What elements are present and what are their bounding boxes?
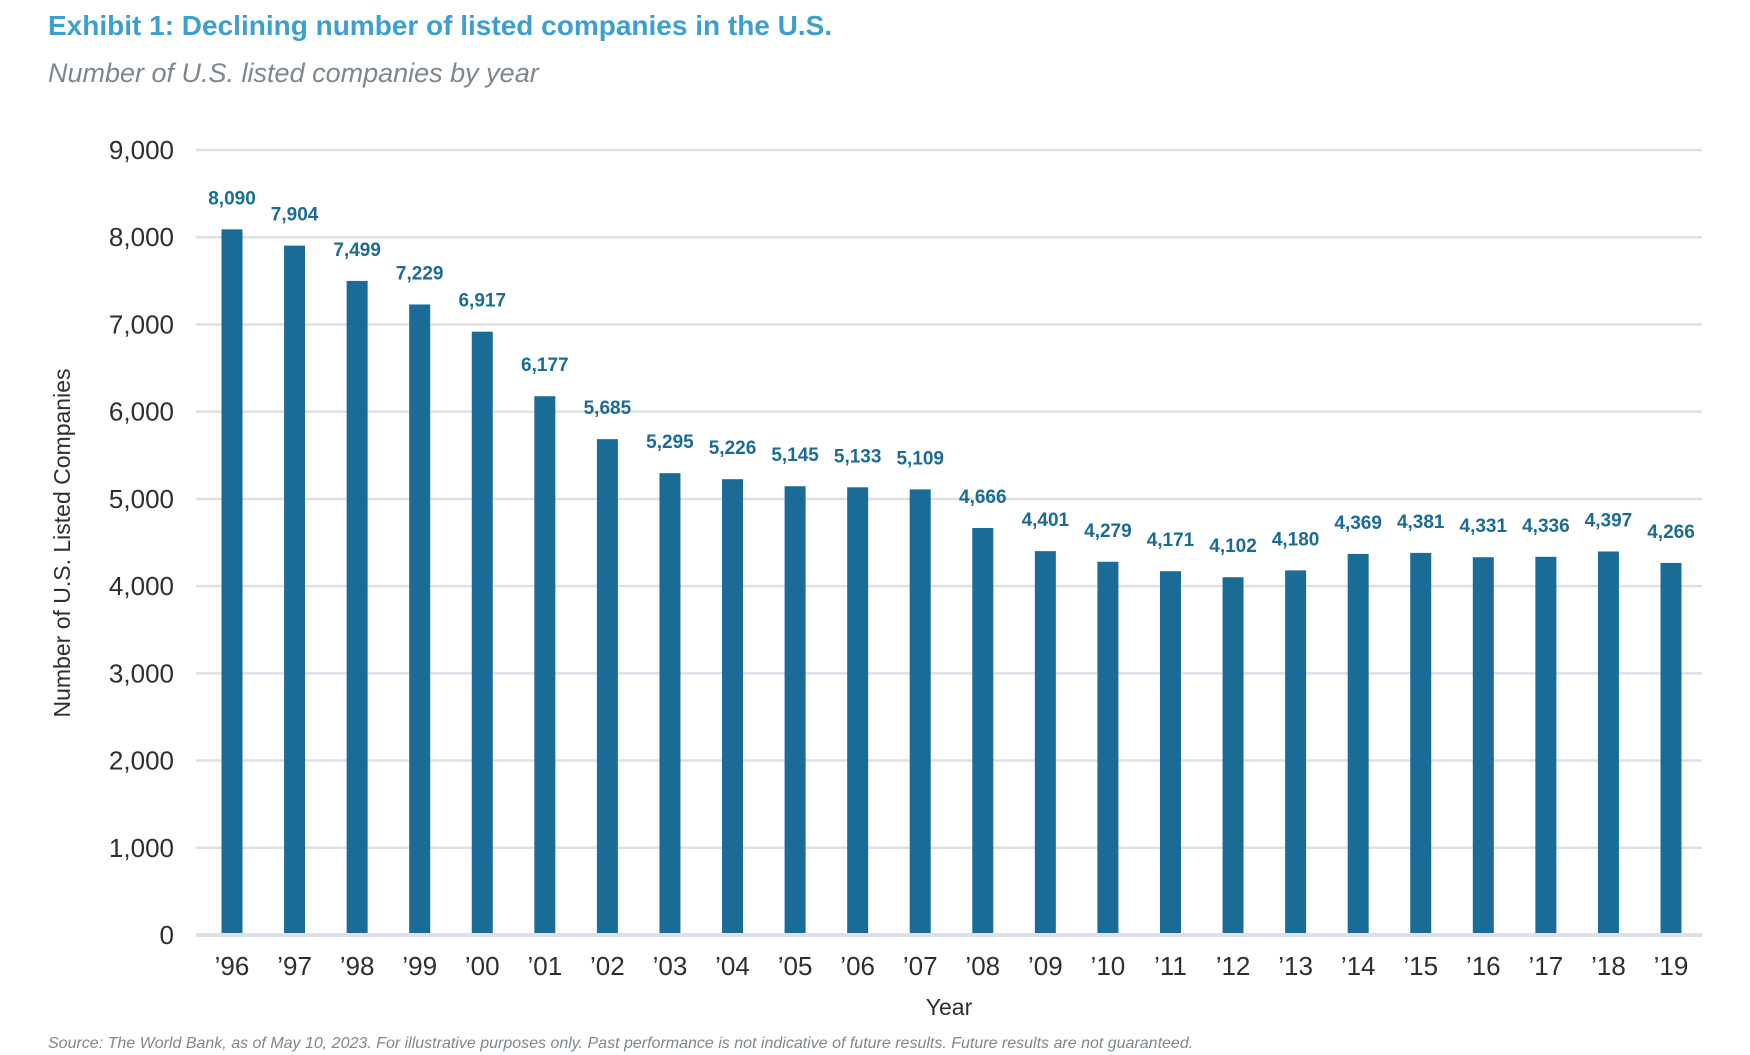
bar bbox=[1159, 571, 1181, 933]
data-label: 4,171 bbox=[1147, 530, 1195, 551]
data-label: 4,666 bbox=[959, 487, 1007, 508]
bar bbox=[1097, 561, 1119, 933]
bar bbox=[471, 331, 493, 933]
data-label: 4,381 bbox=[1397, 512, 1445, 533]
x-tick-label: ’15 bbox=[1403, 951, 1438, 981]
data-label: 4,369 bbox=[1334, 513, 1382, 534]
data-label: 6,917 bbox=[458, 291, 506, 312]
bar bbox=[1535, 556, 1557, 933]
x-axis-title: Year bbox=[926, 994, 973, 1020]
bar bbox=[659, 473, 681, 933]
bar bbox=[1347, 553, 1369, 933]
source-note: Source: The World Bank, as of May 10, 20… bbox=[48, 1035, 1193, 1052]
bar bbox=[1597, 551, 1619, 933]
bar bbox=[221, 229, 243, 934]
bar bbox=[409, 304, 431, 933]
bar bbox=[1660, 562, 1682, 933]
bar bbox=[722, 479, 744, 933]
y-tick-label: 6,000 bbox=[109, 397, 174, 427]
x-tick-label: ’17 bbox=[1529, 951, 1564, 981]
data-label: 4,336 bbox=[1522, 516, 1570, 537]
x-tick-label: ’16 bbox=[1466, 951, 1501, 981]
chart-title: Exhibit 1: Declining number of listed co… bbox=[48, 10, 832, 41]
data-label: 7,904 bbox=[271, 205, 319, 226]
gridlines bbox=[196, 148, 1702, 937]
x-tick-label: ’00 bbox=[465, 951, 500, 981]
y-tick-label: 2,000 bbox=[109, 746, 174, 776]
y-tick-label: 9,000 bbox=[109, 135, 174, 165]
data-label: 4,279 bbox=[1084, 521, 1132, 542]
x-tick-label: ’07 bbox=[903, 951, 938, 981]
data-label: 5,109 bbox=[896, 448, 944, 469]
x-tick-label: ’09 bbox=[1028, 951, 1063, 981]
data-label: 7,499 bbox=[333, 240, 381, 261]
x-tick-label: ’12 bbox=[1216, 951, 1251, 981]
bar bbox=[534, 396, 556, 933]
data-labels: 8,090 7,904 7,499 7,229 6,917 6,177 5,685 5,295… bbox=[208, 188, 1695, 557]
y-tick-label: 7,000 bbox=[109, 309, 174, 339]
x-tick-label: ’04 bbox=[715, 951, 750, 981]
data-label: 4,102 bbox=[1209, 536, 1257, 557]
data-label: 5,226 bbox=[709, 438, 757, 459]
data-label: 6,177 bbox=[521, 355, 569, 376]
x-axis-ticks: ’96 ’97 ’98 ’99 ’00 ’01 ’02 ’03 ’04 ’05 ’06 ’07 ’08 ’… bbox=[215, 951, 1689, 981]
y-tick-label: 0 bbox=[160, 920, 174, 950]
y-axis-title: Number of U.S. Listed Companies bbox=[49, 369, 75, 718]
x-tick-label: ’06 bbox=[840, 951, 875, 981]
data-label: 5,145 bbox=[771, 445, 819, 466]
x-tick-label: ’02 bbox=[590, 951, 625, 981]
bar bbox=[1472, 557, 1494, 933]
x-tick-label: ’03 bbox=[653, 951, 688, 981]
data-label: 4,401 bbox=[1022, 510, 1070, 531]
data-label: 4,397 bbox=[1585, 510, 1633, 531]
y-tick-label: 5,000 bbox=[109, 484, 174, 514]
x-tick-label: ’08 bbox=[965, 951, 1000, 981]
x-tick-label: ’05 bbox=[778, 951, 813, 981]
data-label: 4,331 bbox=[1460, 516, 1508, 537]
bar bbox=[1285, 570, 1307, 933]
x-tick-label: ’19 bbox=[1654, 951, 1689, 981]
bar bbox=[1222, 577, 1244, 933]
bar bbox=[1034, 551, 1056, 933]
data-label: 5,133 bbox=[834, 446, 882, 467]
x-tick-label: ’97 bbox=[277, 951, 312, 981]
bar bbox=[346, 280, 368, 934]
bar bbox=[972, 528, 994, 933]
bar bbox=[284, 245, 306, 933]
data-label: 5,295 bbox=[646, 432, 694, 453]
y-axis-ticks: 0 1,000 2,000 3,000 4,000 5,000 6,000 7,000 8,00… bbox=[109, 135, 174, 950]
x-tick-label: ’18 bbox=[1591, 951, 1626, 981]
data-label: 8,090 bbox=[208, 188, 256, 209]
y-tick-label: 8,000 bbox=[109, 222, 174, 252]
y-tick-label: 3,000 bbox=[109, 658, 174, 688]
bar bbox=[596, 439, 618, 933]
x-tick-label: ’96 bbox=[215, 951, 250, 981]
x-tick-label: ’01 bbox=[527, 951, 562, 981]
y-tick-label: 4,000 bbox=[109, 571, 174, 601]
y-tick-label: 1,000 bbox=[109, 833, 174, 863]
data-label: 4,180 bbox=[1272, 529, 1320, 550]
x-tick-label: ’98 bbox=[340, 951, 375, 981]
x-tick-label: ’11 bbox=[1154, 951, 1187, 981]
bar bbox=[847, 487, 869, 933]
x-tick-label: ’99 bbox=[402, 951, 437, 981]
x-tick-label: ’14 bbox=[1341, 951, 1376, 981]
bar bbox=[784, 486, 806, 933]
data-label: 4,266 bbox=[1647, 522, 1695, 543]
x-tick-label: ’13 bbox=[1278, 951, 1313, 981]
x-tick-label: ’10 bbox=[1091, 951, 1126, 981]
bars bbox=[221, 229, 1682, 934]
bar bbox=[1410, 552, 1432, 933]
data-label: 5,685 bbox=[584, 398, 632, 419]
data-label: 7,229 bbox=[396, 263, 444, 284]
bar bbox=[909, 489, 931, 933]
chart-subtitle: Number of U.S. listed companies by year bbox=[48, 58, 540, 88]
